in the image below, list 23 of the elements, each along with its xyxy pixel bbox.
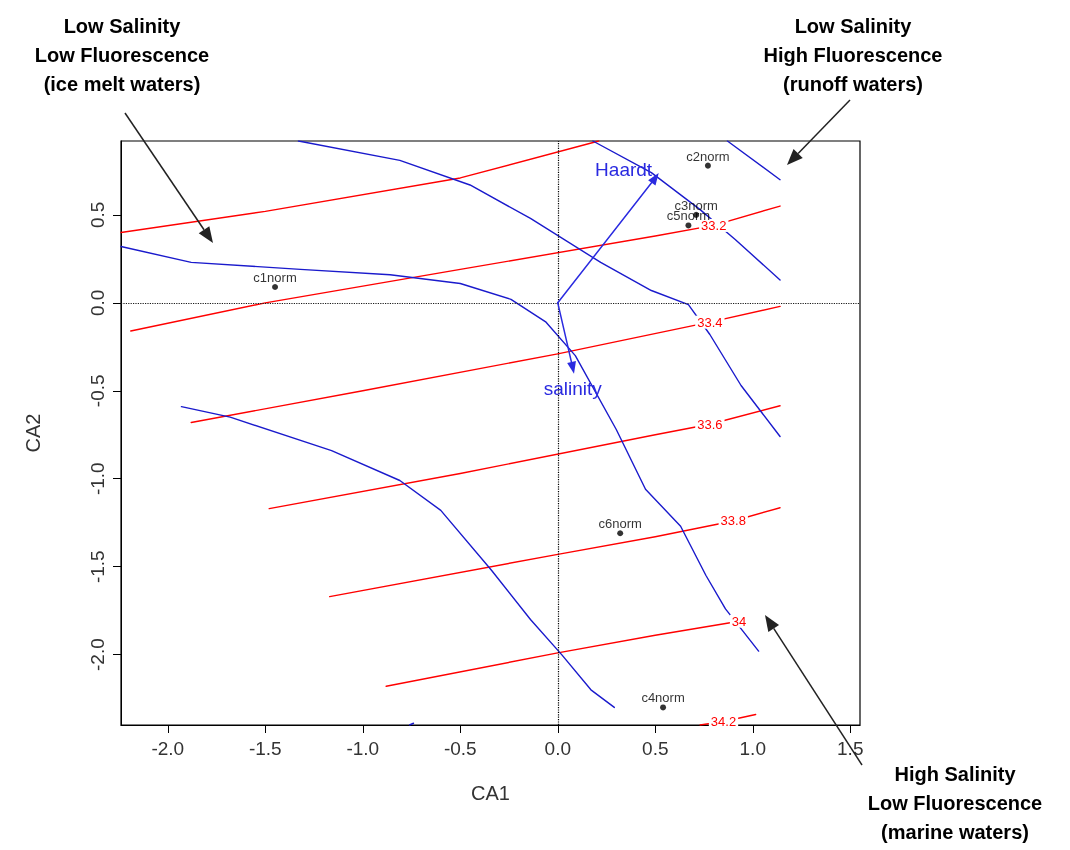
y-tick-label: -0.5 [87, 374, 108, 408]
x-tick-label: 0.5 [642, 738, 669, 759]
text: Low Salinity High Fluorescence (runoff waters) [763, 15, 943, 96]
x-tick-label: 1.0 [739, 738, 766, 759]
y-tick-label: 0.5 [87, 201, 108, 229]
y-tick-label: -2.0 [87, 638, 108, 672]
x-tick-label: -1.5 [248, 738, 282, 759]
data-label: c6norm [598, 516, 642, 532]
x-tick-label: -0.5 [443, 738, 477, 759]
data-label: c1norm [253, 270, 297, 285]
series-label: Haardt [595, 159, 653, 181]
text: Low Salinity Low Fluorescence (ice melt waters) [34, 15, 210, 96]
x-axis-title: CA1 [471, 782, 510, 804]
x-tick-label: -1.0 [346, 738, 380, 759]
x-tick-label: 0.0 [544, 738, 571, 759]
x-tick-label: -2.0 [151, 738, 185, 759]
y-tick-label: 0.0 [87, 289, 108, 317]
data-label: c2norm [686, 148, 730, 164]
text: High Salinity Low Fluorescence (marine waters) [867, 763, 1043, 844]
data-label: c4norm [641, 690, 685, 706]
y-axis-title: CA2 [22, 413, 44, 453]
y-tick-label: -1.0 [87, 462, 108, 496]
y-tick-label: -1.5 [87, 550, 108, 584]
